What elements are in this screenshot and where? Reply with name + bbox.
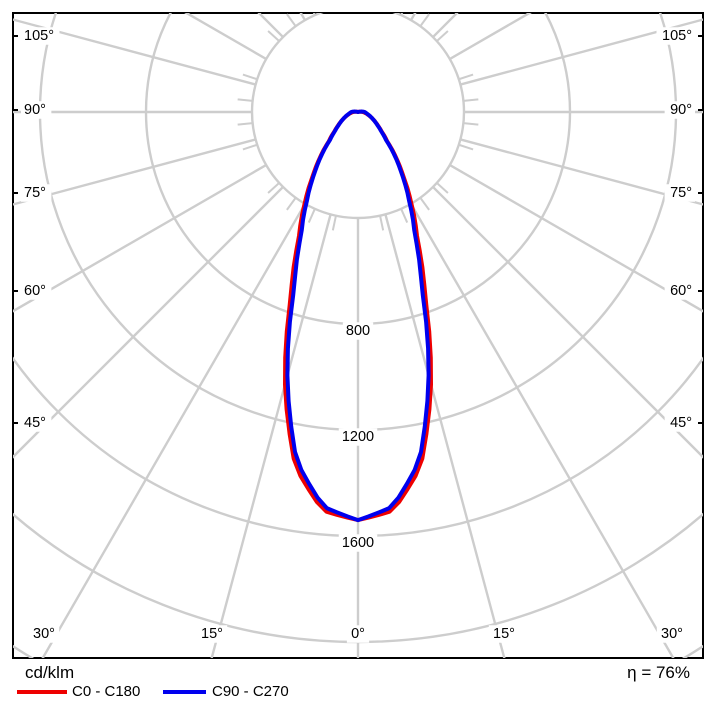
- grid-spoke-75: [460, 138, 703, 206]
- ring-label-1200-bg: [338, 428, 378, 446]
- curve-c90-c270: [285, 109, 431, 523]
- ring-label-1200: 1200: [342, 429, 374, 445]
- ring-label-1600-bg: [338, 534, 378, 552]
- ring-label-800: 800: [346, 323, 370, 339]
- angle-label-bottom-right-30: 30°: [661, 626, 683, 642]
- grid-minor-tick-12: [379, 215, 385, 231]
- grid-spoke-60: [449, 163, 703, 313]
- grid-minor-tick-288: [242, 143, 258, 151]
- angle-label-left-45-bg: [21, 414, 52, 432]
- angle-label-right-45: 45°: [670, 415, 692, 431]
- grid-minor-tick-84: [463, 122, 479, 126]
- grid-minor-tick-228: [267, 30, 280, 42]
- angle-label-bottom-right-15-bg: [488, 625, 520, 643]
- grid-minor-tick-348: [331, 215, 337, 231]
- angle-label-left-105: 105°: [24, 28, 54, 44]
- angle-label-left-45: 45°: [24, 415, 46, 431]
- grid-spoke-15: [384, 214, 506, 658]
- grid-spoke-195: [125, 0, 331, 10]
- grid-minor-tick-96: [463, 98, 479, 102]
- legend-label-c0-c180: C0 - C180: [72, 683, 141, 700]
- angle-label-bottom-left-30-bg: [28, 625, 60, 643]
- grid-spoke-165: [385, 0, 591, 10]
- angle-label-right-105: 105°: [662, 28, 692, 44]
- angle-label-left-75-bg: [21, 184, 52, 202]
- ring-label-800-bg: [342, 322, 374, 340]
- angle-label-bottom-left-15: 15°: [201, 626, 223, 642]
- grid-minor-tick-168: [380, 0, 383, 8]
- grid-spoke-45: [432, 186, 703, 459]
- grid-minor-tick-312: [267, 182, 280, 194]
- grid-spoke-300: [13, 163, 267, 313]
- angle-label-right-45-bg: [664, 414, 695, 432]
- angle-label-left-90-bg: [21, 101, 52, 119]
- grid-spoke-345: [210, 214, 332, 658]
- grid-minor-tick-336: [307, 208, 316, 223]
- grid-minor-tick-48: [436, 182, 449, 194]
- efficiency-label: η = 76%: [627, 663, 690, 682]
- grid-spoke-315: [13, 186, 284, 459]
- angle-label-right-90: 90°: [670, 102, 692, 118]
- legend-label-c90-c270: C90 - C270: [212, 683, 289, 700]
- grid-minor-tick-24: [400, 208, 409, 223]
- grid-minor-tick-300: [252, 164, 267, 174]
- angle-label-right-90-bg: [664, 101, 695, 119]
- angle-label-bottom-right-30-bg: [656, 625, 688, 643]
- angle-label-bottom-left-15-bg: [196, 625, 228, 643]
- grid-spoke-255: [13, 18, 256, 86]
- grid-minor-tick-60: [449, 164, 464, 174]
- grid-minor-tick-216: [286, 13, 297, 27]
- grid-minor-tick-36: [419, 197, 430, 211]
- angle-label-bottom-left-30: 30°: [33, 626, 55, 642]
- grid-minor-tick-144: [419, 13, 430, 27]
- grid-minor-tick-240: [252, 50, 267, 60]
- angle-label-right-75-bg: [664, 184, 695, 202]
- angle-label-right-75: 75°: [670, 185, 692, 201]
- grid-minor-tick-120: [449, 50, 464, 60]
- grid-spoke-105: [460, 18, 703, 86]
- grid-minor-tick-108: [458, 73, 474, 81]
- unit-label: cd/klm: [25, 663, 75, 682]
- angle-label-bottom-left-0-bg: [346, 625, 370, 643]
- angle-label-left-90: 90°: [24, 102, 46, 118]
- angle-label-bottom-right-15: 15°: [493, 626, 515, 642]
- angle-label-right-105-bg: [656, 27, 695, 45]
- grid-minor-tick-324: [286, 197, 297, 211]
- grid-minor-tick-192: [333, 0, 336, 8]
- angle-label-bottom-left-0: 0°: [351, 626, 365, 642]
- angle-label-left-75: 75°: [24, 185, 46, 201]
- grid-minor-tick-276: [237, 122, 253, 126]
- ring-label-1600: 1600: [342, 535, 374, 551]
- angle-label-left-105-bg: [21, 27, 60, 45]
- angle-label-right-60: 60°: [670, 283, 692, 299]
- grid-spoke-30: [409, 203, 675, 658]
- angle-label-left-60: 60°: [24, 283, 46, 299]
- grid-minor-tick-72: [458, 143, 474, 151]
- legend-swatch-c0-c180: [17, 690, 67, 694]
- grid-spoke-330: [41, 203, 307, 658]
- grid-minor-tick-132: [436, 30, 449, 42]
- grid-minor-tick-252: [242, 73, 258, 81]
- legend-swatch-c90-c270: [163, 690, 206, 694]
- grid-minor-tick-264: [237, 98, 253, 102]
- angle-label-right-60-bg: [664, 282, 695, 300]
- angle-label-left-60-bg: [21, 282, 52, 300]
- grid-spoke-285: [13, 138, 256, 206]
